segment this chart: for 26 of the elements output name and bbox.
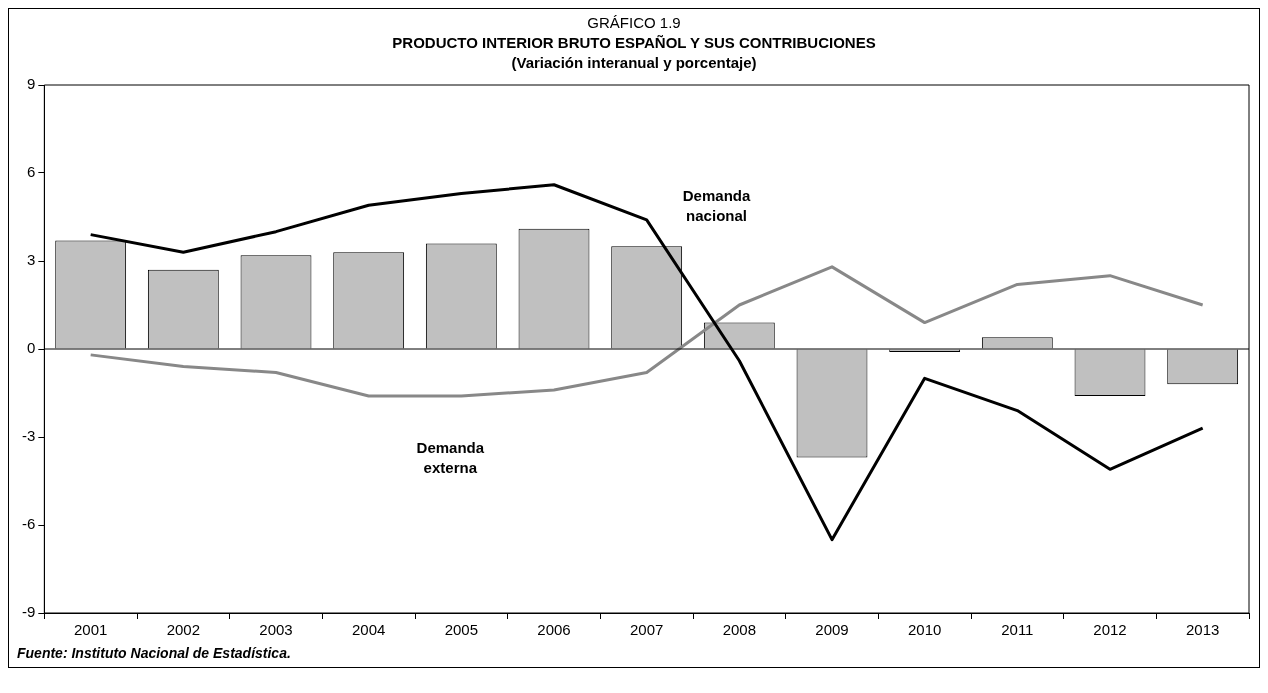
y-tick-label: 9: [26, 75, 36, 93]
x-tick-label: 2006: [537, 621, 571, 639]
x-tick-label: 2008: [722, 621, 757, 639]
x-tick-label: 2011: [1001, 621, 1034, 639]
x-tick-label: 2009: [815, 621, 849, 639]
chart-subtitle: (Variación interanual y porcentaje): [510, 53, 758, 73]
text: GRÁFICO 1.9: [586, 13, 682, 33]
x-tick-label: 2013: [1185, 621, 1220, 639]
x-tick-label: 2002: [166, 621, 201, 639]
y-tick-label: -9: [21, 603, 36, 621]
x-tick-label: 2007: [629, 621, 664, 639]
y-tick-label: 0: [26, 339, 36, 357]
x-tick-label: 2012: [1093, 621, 1127, 639]
text: Demanda externa: [416, 439, 485, 477]
x-tick-label: 2005: [444, 621, 479, 639]
y-tick-label: 3: [26, 251, 36, 269]
y-tick-label: -6: [21, 515, 36, 533]
chart-title: PRODUCTO INTERIOR BRUTO ESPAÑOL Y SUS CONTRIBUCIONES: [391, 33, 877, 53]
source-note: Fuente: Instituto Nacional de Estadística.: [16, 644, 292, 663]
x-tick-label: 2001: [73, 621, 108, 639]
y-tick-label: -3: [21, 427, 36, 445]
series-label: Demanda nacional: [682, 187, 751, 225]
y-tick-label: 6: [26, 163, 36, 181]
x-tick-label: 2003: [259, 621, 293, 639]
x-tick-label: 2010: [907, 621, 942, 639]
x-tick-label: 2004: [351, 621, 386, 639]
